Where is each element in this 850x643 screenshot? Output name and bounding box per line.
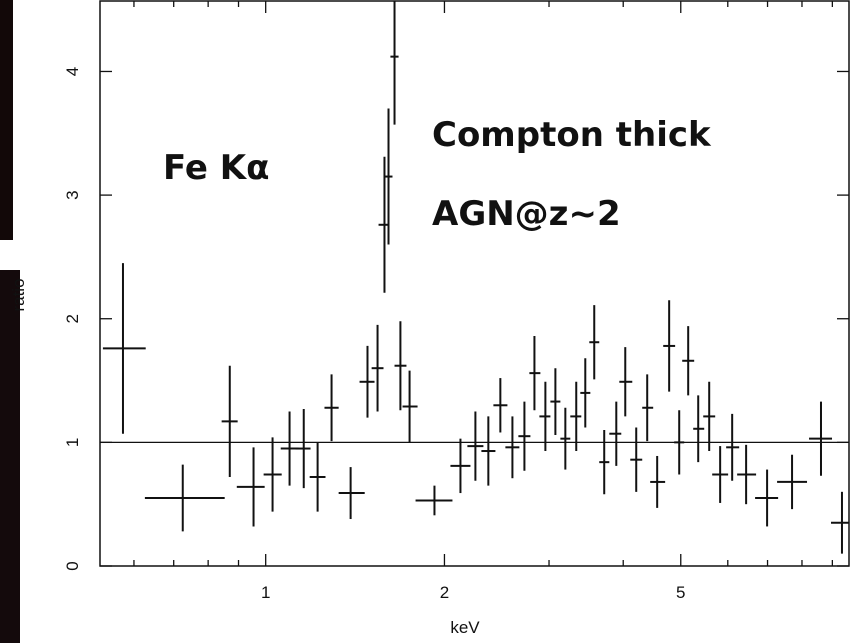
annotation: AGN@z~2 [432, 194, 621, 234]
y-tick-label: 2 [63, 314, 82, 323]
background-image [0, 0, 13, 240]
annotation: Fe Kα [163, 148, 269, 188]
y-tick-label: 1 [63, 438, 82, 447]
y-tick-label: 3 [63, 190, 82, 199]
y-axis-label: ratio [9, 278, 28, 311]
background-image [0, 270, 20, 643]
x-tick-label: 5 [676, 583, 685, 602]
x-tick-label: 1 [261, 583, 270, 602]
x-axis-label: keV [450, 618, 480, 637]
y-tick-label: 0 [63, 561, 82, 570]
x-tick-label: 2 [440, 583, 449, 602]
plot-frame [99, 0, 850, 567]
annotation: Compton thick [432, 115, 712, 155]
y-tick-label: 4 [63, 67, 82, 76]
